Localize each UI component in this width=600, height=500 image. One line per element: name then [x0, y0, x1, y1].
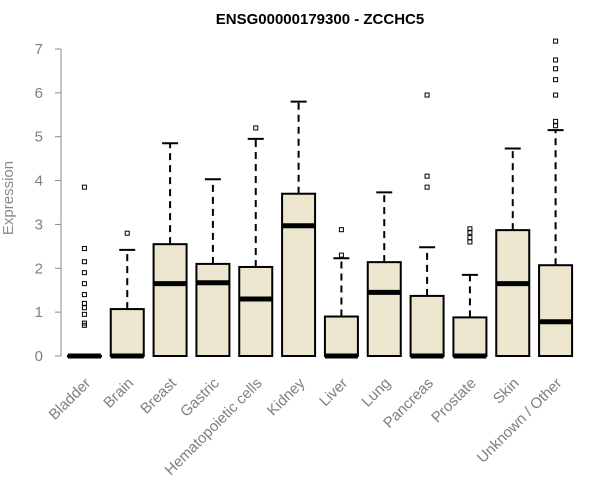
outlier-9-1: [467, 235, 473, 241]
outlier-4-0: [253, 125, 259, 131]
x-tick-label-6: Liver: [316, 375, 351, 410]
x-tick-label-2: Breast: [137, 374, 180, 417]
y-tick-label-0: 0: [35, 348, 43, 365]
y-tick-label-6: 6: [35, 85, 43, 102]
outlier-6-1: [338, 227, 344, 233]
y-tick-label-1: 1: [35, 304, 43, 321]
outlier-0-10: [81, 184, 87, 190]
outlier-11-6: [553, 38, 559, 44]
box-4: [238, 265, 274, 357]
y-axis: 0 1 2 3 4 5 6 7: [35, 41, 62, 365]
box-group-10: [495, 147, 531, 358]
outlier-0-1: [81, 320, 87, 326]
y-tick-label-2: 2: [35, 260, 43, 277]
outlier-8-0: [424, 184, 430, 190]
y-tick-label-5: 5: [35, 129, 43, 146]
box-9: [452, 316, 488, 357]
box-group-6: [323, 227, 359, 359]
outlier-11-2: [553, 92, 559, 98]
box-8: [409, 294, 445, 357]
box-group-8: [409, 92, 445, 359]
x-tick-label-1: Brain: [100, 375, 137, 412]
y-tick-label-7: 7: [35, 41, 43, 58]
outlier-0-5: [81, 292, 87, 298]
x-tick-label-9: Prostate: [428, 375, 480, 427]
outlier-6-0: [338, 252, 344, 258]
outlier-11-1: [553, 118, 559, 124]
outlier-0-7: [81, 270, 87, 276]
outlier-0-3: [81, 305, 87, 311]
box-2: [152, 243, 188, 358]
outlier-8-1: [424, 173, 430, 179]
box-11: [538, 264, 574, 358]
outlier-0-9: [81, 246, 87, 252]
box-group-7: [366, 191, 402, 358]
box-group-4: [238, 125, 274, 357]
outlier-11-0: [553, 123, 559, 129]
box-group-1: [109, 230, 145, 359]
box-3: [195, 262, 231, 357]
box-group-2: [152, 142, 188, 358]
chart-title: ENSG00000179300 - ZCCHC5: [216, 11, 424, 28]
y-tick-label-3: 3: [35, 216, 43, 233]
box-5: [281, 192, 317, 357]
outlier-9-3: [467, 226, 473, 232]
y-tick-label-4: 4: [35, 173, 43, 190]
box-group-5: [281, 100, 317, 357]
box-10: [495, 229, 531, 358]
outlier-0-6: [81, 281, 87, 287]
box-group-0: [66, 184, 102, 359]
x-tick-label-5: Kidney: [264, 374, 309, 419]
x-tick-label-10: Skin: [490, 375, 523, 408]
box-1: [109, 308, 145, 357]
outlier-11-5: [553, 57, 559, 63]
x-tick-label-0: Bladder: [46, 375, 95, 424]
outlier-11-4: [553, 66, 559, 72]
outlier-9-0: [467, 239, 473, 245]
outlier-8-2: [424, 92, 430, 98]
outlier-0-8: [81, 259, 87, 265]
outlier-0-4: [81, 300, 87, 306]
box-group-9: [452, 226, 488, 359]
y-axis-label: Expression: [0, 161, 17, 235]
box-group-3: [195, 178, 231, 357]
box-7: [366, 261, 402, 358]
outlier-1-0: [124, 230, 130, 236]
outlier-11-3: [553, 77, 559, 83]
box-6: [323, 315, 359, 357]
x-tick-label-7: Lung: [358, 375, 394, 411]
box-group-11: [538, 38, 574, 358]
outlier-0-2: [81, 311, 87, 317]
